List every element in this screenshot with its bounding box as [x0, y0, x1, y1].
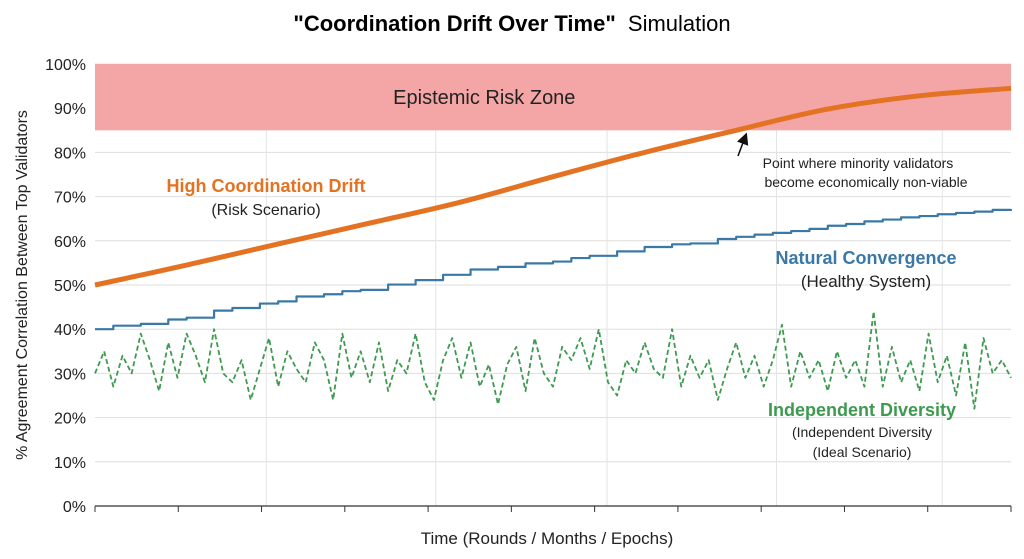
series-line-high-coordination-drift — [94, 85, 1012, 288]
chart-title-normal: Simulation — [628, 11, 731, 36]
y-tick-labels: 0% 10% 20% 30% 40% 50% 60% 70% 80% 90% 100% — [45, 57, 86, 516]
y-axis-label: % Agreement Correlation Between Top Vali… — [14, 110, 31, 460]
independent-diversity-sublabel-2: (Ideal Scenario) — [813, 444, 912, 460]
high-drift-sublabel: (Risk Scenario) — [211, 202, 320, 219]
risk-zone — [95, 64, 1011, 131]
annotation-line-2: become economically non-viable — [764, 174, 967, 190]
chart-title: "Coordination Drift Over Time" Simulatio… — [293, 11, 730, 36]
series-lines — [94, 85, 1013, 410]
annotation-line-1: Point where minority validators — [763, 155, 954, 171]
x-axis-label: Time (Rounds / Months / Epochs) — [421, 529, 674, 548]
y-tick-label: 50% — [54, 278, 86, 295]
y-tick-label: 70% — [54, 190, 86, 207]
y-tick-label: 100% — [45, 57, 86, 74]
y-tick-label: 40% — [54, 322, 86, 339]
y-tick-label: 90% — [54, 101, 86, 118]
high-drift-label: High Coordination Drift — [167, 176, 366, 196]
y-tick-label: 0% — [63, 499, 86, 516]
axes — [94, 505, 1012, 512]
chart-title-bold: "Coordination Drift Over Time" — [293, 11, 615, 36]
y-tick-label: 10% — [54, 455, 86, 472]
independent-diversity-sublabel-1: (Independent Diversity — [792, 424, 932, 440]
risk-zone-label: Epistemic Risk Zone — [393, 87, 575, 109]
series-line-natural-convergence — [95, 208, 1013, 331]
natural-convergence-sublabel: (Healthy System) — [801, 272, 931, 291]
y-tick-label: 80% — [54, 145, 86, 162]
natural-convergence-label: Natural Convergence — [775, 248, 956, 268]
y-tick-label: 60% — [54, 234, 86, 251]
y-tick-label: 30% — [54, 366, 86, 383]
y-tick-label: 20% — [54, 411, 86, 428]
annotation-arrow — [736, 132, 749, 157]
series-line-independent-diversity — [94, 310, 1012, 410]
independent-diversity-label: Independent Diversity — [768, 400, 956, 420]
